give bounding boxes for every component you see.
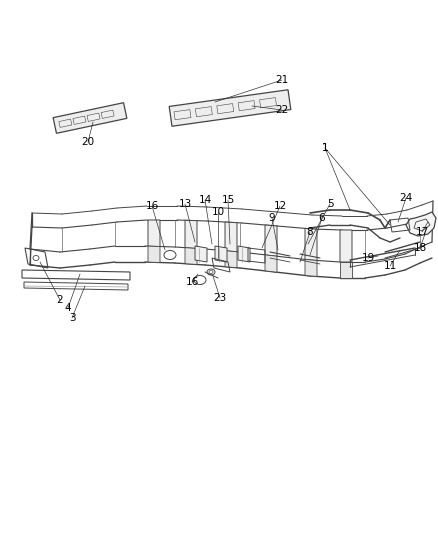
Text: 22: 22 <box>276 105 289 115</box>
Text: 21: 21 <box>276 75 289 85</box>
Text: 17: 17 <box>415 227 429 237</box>
Text: 3: 3 <box>69 313 75 323</box>
Polygon shape <box>169 90 291 126</box>
Text: 15: 15 <box>221 195 235 205</box>
Text: 24: 24 <box>399 193 413 203</box>
Text: 4: 4 <box>65 303 71 313</box>
Polygon shape <box>265 225 277 256</box>
Text: 23: 23 <box>213 293 226 303</box>
Text: 1: 1 <box>321 143 328 153</box>
Polygon shape <box>195 246 207 262</box>
Polygon shape <box>215 246 227 262</box>
Polygon shape <box>53 103 127 133</box>
Text: 1: 1 <box>321 143 328 153</box>
Polygon shape <box>238 246 250 262</box>
Polygon shape <box>185 248 197 264</box>
Text: 19: 19 <box>361 253 374 263</box>
Polygon shape <box>406 212 436 236</box>
Text: 20: 20 <box>81 137 95 147</box>
Polygon shape <box>305 260 317 277</box>
Polygon shape <box>340 230 352 262</box>
Polygon shape <box>340 262 352 278</box>
Text: 16: 16 <box>185 277 198 287</box>
Text: 6: 6 <box>319 213 325 223</box>
Text: 13: 13 <box>178 199 192 209</box>
Text: 16: 16 <box>145 201 159 211</box>
Polygon shape <box>148 220 160 246</box>
Polygon shape <box>225 251 237 268</box>
Text: 5: 5 <box>327 199 333 209</box>
Polygon shape <box>148 246 160 262</box>
Text: 11: 11 <box>383 261 397 271</box>
Text: 8: 8 <box>307 227 313 237</box>
Text: 14: 14 <box>198 195 212 205</box>
Polygon shape <box>185 220 197 248</box>
Text: 2: 2 <box>57 295 64 305</box>
Text: 9: 9 <box>268 213 276 223</box>
Text: 12: 12 <box>273 201 286 211</box>
Polygon shape <box>225 222 237 252</box>
Polygon shape <box>265 255 277 272</box>
Polygon shape <box>305 229 317 261</box>
Text: 18: 18 <box>413 243 427 253</box>
Text: 10: 10 <box>212 207 225 217</box>
